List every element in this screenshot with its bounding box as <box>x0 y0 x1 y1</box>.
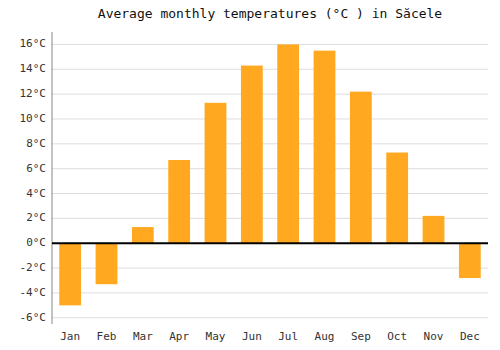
x-tick-label: Apr <box>169 330 189 343</box>
bar <box>168 160 190 243</box>
x-tick-label: Sep <box>351 330 371 343</box>
grid-line <box>52 69 488 70</box>
chart-container: -6°C -4°C -2°C 0°C 2°C 4°C 6°C 8°C 10°C 12°C 14°C 1… <box>0 0 500 350</box>
x-tick-label: Feb <box>97 330 117 343</box>
x-tick-label: Dec <box>460 330 480 343</box>
x-tick-label: Jun <box>242 330 262 343</box>
grid-line <box>52 317 488 318</box>
bar <box>423 216 445 243</box>
bar <box>59 243 81 305</box>
y-tick-label: 4°C <box>26 187 46 200</box>
grid-line <box>52 292 488 293</box>
y-tick-label: 2°C <box>26 211 46 224</box>
y-tick-label: -6°C <box>20 311 47 324</box>
chart: -6°C -4°C -2°C 0°C 2°C 4°C 6°C 8°C 10°C 12°C 14°C 1… <box>0 0 500 350</box>
y-tick-label: -4°C <box>20 286 47 299</box>
grid-line <box>52 118 488 119</box>
bar <box>350 92 372 244</box>
y-tick-label: 8°C <box>26 137 46 150</box>
bar <box>205 103 227 243</box>
y-tick-label: -2°C <box>20 261 47 274</box>
bar <box>96 243 118 284</box>
x-tick-label: May <box>206 330 226 343</box>
x-tick-label: Oct <box>387 330 407 343</box>
x-tick-label: Aug <box>315 330 335 343</box>
bar <box>277 44 299 243</box>
x-tick-label: Mar <box>133 330 153 343</box>
grid-line <box>52 94 488 95</box>
bar <box>314 51 336 244</box>
title: Average monthly temperatures (°C ) in Să… <box>98 6 443 21</box>
y-tick-label: 12°C <box>20 87 47 100</box>
y-tick-label: 14°C <box>20 62 47 75</box>
y-tick-label: 0°C <box>26 236 46 249</box>
y-tick-label: 16°C <box>20 37 47 50</box>
grid-line <box>52 268 488 269</box>
bar <box>459 243 481 278</box>
zero-line <box>52 242 488 244</box>
y-axis-line <box>52 32 53 324</box>
grid <box>52 44 488 317</box>
x-tick-label: Jan <box>60 330 80 343</box>
y-tick-label: 6°C <box>26 162 46 175</box>
y-tick-label: 10°C <box>20 112 47 125</box>
grid-line <box>52 44 488 45</box>
x-tick-label: Jul <box>278 330 298 343</box>
bar <box>132 227 154 243</box>
grid-line <box>52 193 488 194</box>
grid-line <box>52 168 488 169</box>
grid-line <box>52 143 488 144</box>
bars <box>59 44 480 305</box>
bar <box>241 66 263 244</box>
x-tick-label: Nov <box>424 330 444 343</box>
bar <box>386 153 408 244</box>
